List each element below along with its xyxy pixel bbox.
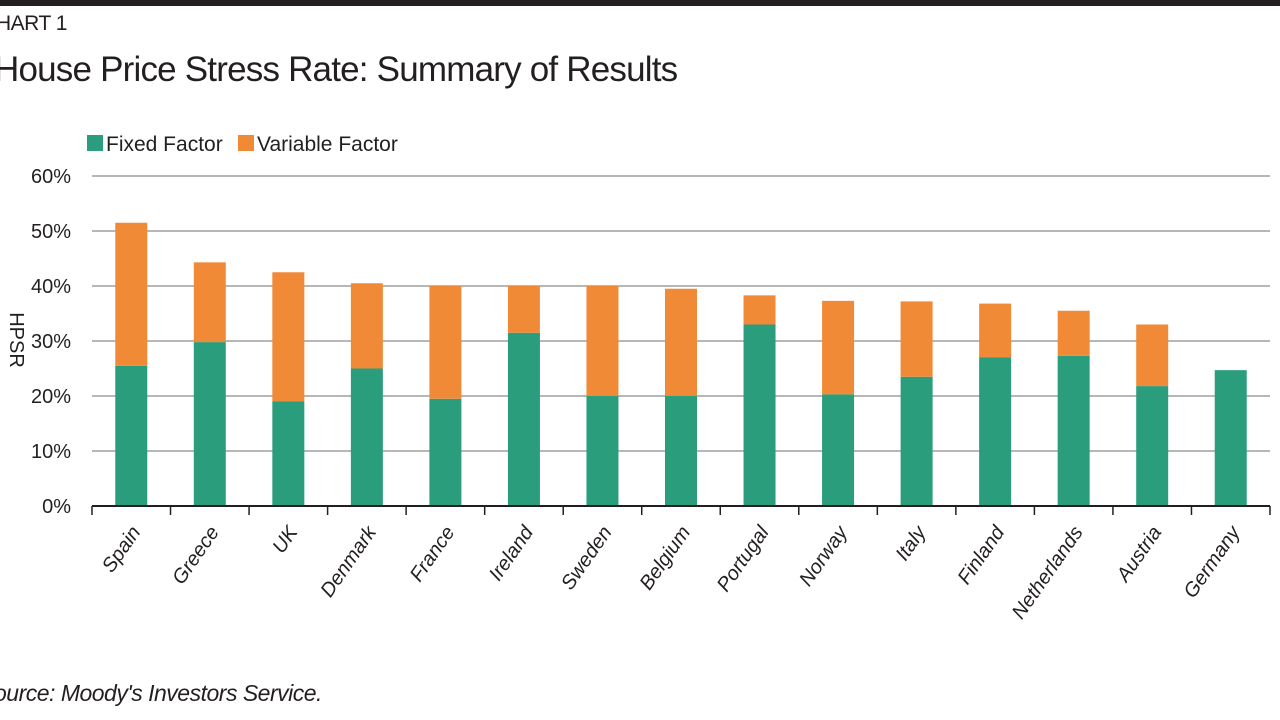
bar-fixed-norway (822, 394, 855, 506)
x-tick-label: UK (268, 521, 303, 558)
x-tick-label: Austria (1112, 522, 1166, 586)
x-tick-label: Italy (892, 521, 932, 564)
bar-fixed-uk (272, 401, 305, 506)
x-tick-label: Portugal (713, 522, 774, 596)
bar-fixed-denmark (350, 368, 383, 506)
bar-fixed-sweden (586, 396, 619, 506)
x-tick-label: Sweden (557, 522, 616, 594)
legend-label: Fixed Factor (106, 133, 223, 156)
bar-fixed-france (429, 398, 462, 506)
bar-variable-greece (193, 262, 226, 343)
source-note: ource: Moody's Investors Service. (0, 680, 322, 706)
bar-variable-uk (272, 272, 305, 402)
bar-variable-belgium (665, 288, 697, 396)
bar-fixed-ireland (507, 332, 540, 506)
bar-variable-ireland (507, 286, 540, 333)
bar-variable-denmark (350, 283, 383, 369)
bar-variable-spain (115, 222, 148, 366)
legend-swatch (87, 135, 103, 151)
y-axis-ticks: 0% 10% 20% 30% 40% 50% 60% (31, 166, 71, 518)
x-tick-label: Belgium (636, 522, 695, 594)
bar-variable-portugal (743, 295, 776, 325)
x-tick-label: Finland (954, 522, 1010, 589)
bar-fixed-portugal (743, 324, 776, 506)
x-axis-labels: Spain Greece UK Denmark France Ireland Sweden B… (98, 521, 1245, 623)
bar-fixed-germany (1214, 370, 1247, 506)
bar-fixed-netherlands (1057, 355, 1090, 506)
bar-fixed-austria (1136, 386, 1169, 506)
bar-fixed-greece (193, 342, 226, 506)
y-tick-label: 0% (42, 496, 71, 518)
top-rule (0, 0, 1280, 6)
x-tick-label: Spain (98, 522, 145, 577)
legend: Fixed Factor Variable Factor (87, 133, 398, 156)
x-tick-label: Greece (168, 522, 224, 588)
y-tick-label: 60% (31, 166, 71, 188)
bar-variable-finland (979, 303, 1012, 358)
x-tick-label: Germany (1180, 521, 1246, 602)
bar-variable-austria (1136, 324, 1169, 387)
bars (115, 222, 1247, 506)
x-tick-label: Ireland (485, 522, 539, 585)
chart-number: HART 1 (0, 12, 67, 35)
legend-label: Variable Factor (257, 133, 398, 156)
y-axis-title: HPSR (5, 312, 27, 368)
bar-fixed-belgium (665, 396, 697, 506)
bar-fixed-italy (900, 376, 933, 506)
x-tick-label: France (406, 522, 460, 586)
x-axis (91, 505, 1271, 515)
x-tick-label: Norway (795, 521, 852, 590)
bar-variable-france (429, 286, 462, 399)
y-tick-label: 50% (31, 221, 71, 243)
bar-fixed-finland (979, 357, 1012, 506)
legend-swatch (238, 135, 254, 151)
bar-variable-norway (822, 300, 855, 395)
y-tick-label: 20% (31, 386, 71, 408)
y-tick-label: 10% (31, 441, 71, 463)
x-tick-label: Denmark (316, 521, 381, 601)
y-tick-label: 30% (31, 331, 71, 353)
x-tick-label: Netherlands (1008, 522, 1088, 623)
bar-variable-italy (900, 301, 933, 377)
y-tick-label: 40% (31, 276, 71, 298)
bar-variable-sweden (586, 286, 619, 396)
chart-title: House Price Stress Rate: Summary of Resu… (0, 50, 678, 89)
bar-variable-netherlands (1057, 310, 1090, 356)
bar-fixed-spain (115, 365, 148, 506)
